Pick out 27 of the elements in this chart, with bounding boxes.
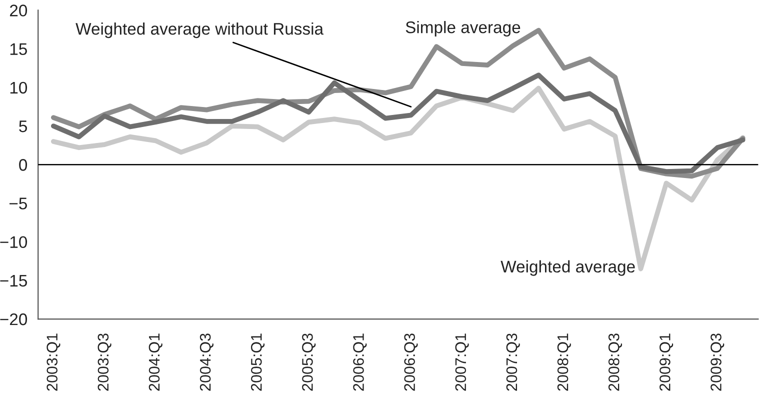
x-tick-label: 2007:Q1 <box>455 334 469 391</box>
y-tick-label: 10 <box>10 82 28 94</box>
annotation: Simple average <box>406 20 520 37</box>
x-tick-label: 2008:Q3 <box>608 334 622 391</box>
y-tick-label: −15 <box>0 274 27 287</box>
y-tick-label: 20 <box>10 4 28 16</box>
x-tick-label: 2005:Q1 <box>250 334 265 391</box>
x-tick-label: 2009:Q3 <box>710 334 724 391</box>
x-tick-label: 2004:Q1 <box>148 334 162 391</box>
x-tick-label: 2003:Q1 <box>46 334 60 391</box>
annotation: Weighted average without Russia <box>76 22 324 38</box>
x-tick-label: 2005:Q3 <box>302 334 316 391</box>
x-tick-label: 2003:Q3 <box>98 334 112 391</box>
y-tick-label: −10 <box>0 236 28 248</box>
y-tick-label: −5 <box>10 198 27 210</box>
x-tick-label: 2006:Q1 <box>353 334 367 391</box>
x-tick-label: 2004:Q3 <box>200 334 214 391</box>
y-tick-label: −20 <box>0 313 28 326</box>
x-tick-label: 2006:Q3 <box>404 334 418 391</box>
y-tick-label: 0 <box>19 159 28 171</box>
x-tick-label: 2007:Q3 <box>506 334 520 391</box>
line-series <box>50 72 746 174</box>
y-tick-label: 5 <box>19 120 27 132</box>
annotation: Weighted average <box>500 260 635 276</box>
x-tick-label: 2009:Q1 <box>660 334 674 391</box>
y-tick-label: 15 <box>10 43 27 56</box>
x-tick-label: 2008:Q1 <box>557 334 571 391</box>
